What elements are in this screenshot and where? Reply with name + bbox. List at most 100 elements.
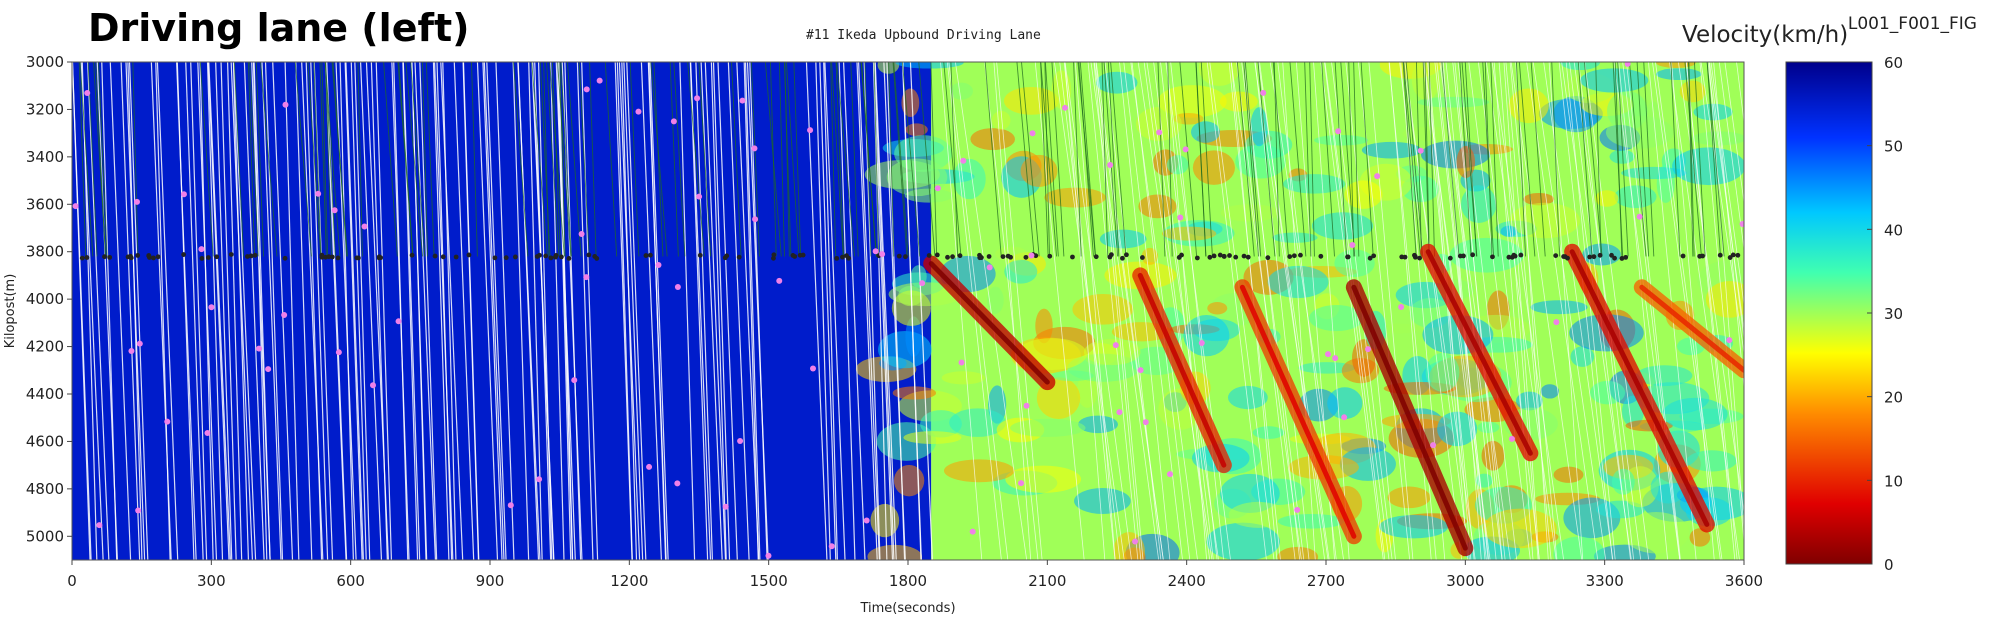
vehicle-trajectory bbox=[1457, 62, 1518, 560]
merging-trajectory bbox=[604, 62, 618, 257]
merging-trajectory bbox=[1484, 62, 1493, 257]
merging-trajectory bbox=[1040, 62, 1058, 257]
merge-point bbox=[1470, 252, 1476, 258]
y-tick-label: 3200 bbox=[26, 100, 64, 118]
merging-trajectory bbox=[836, 62, 856, 257]
plot-area bbox=[72, 62, 1744, 560]
vehicle-trajectory bbox=[824, 62, 846, 560]
merge-point bbox=[1735, 252, 1741, 258]
event-marker bbox=[1260, 89, 1267, 96]
merging-trajectory bbox=[785, 62, 800, 257]
velocity-patch bbox=[1078, 415, 1118, 434]
vehicle-trajectory bbox=[436, 62, 453, 560]
merge-point bbox=[1005, 253, 1011, 259]
vehicle-trajectory bbox=[87, 62, 110, 560]
merging-trajectory bbox=[1304, 62, 1312, 257]
merge-point bbox=[1318, 253, 1324, 259]
vehicle-trajectory bbox=[125, 62, 146, 560]
merge-point bbox=[926, 253, 932, 258]
event-marker bbox=[198, 246, 205, 253]
merge-point bbox=[79, 255, 85, 261]
merging-trajectory bbox=[669, 62, 679, 257]
event-marker bbox=[369, 382, 376, 389]
velocity-patch bbox=[1679, 80, 1706, 103]
velocity-patch bbox=[1595, 190, 1619, 207]
vehicle-trajectory bbox=[842, 62, 866, 560]
merge-point bbox=[771, 255, 776, 261]
vehicle-trajectory bbox=[1258, 62, 1330, 560]
vehicle-trajectory bbox=[1230, 62, 1302, 560]
velocity-patch bbox=[920, 410, 962, 438]
vehicle-trajectory bbox=[704, 62, 727, 560]
vehicle-trajectory bbox=[233, 62, 257, 560]
merge-point bbox=[771, 252, 777, 258]
vehicle-trajectory bbox=[1254, 62, 1329, 560]
velocity-patch bbox=[1135, 106, 1182, 142]
velocity-patch bbox=[1051, 370, 1094, 382]
vehicle-trajectory bbox=[411, 62, 428, 560]
velocity-patch bbox=[1553, 536, 1605, 560]
merge-point bbox=[1490, 254, 1495, 260]
vehicle-trajectory bbox=[717, 62, 738, 560]
event-marker bbox=[204, 430, 211, 437]
vehicle-trajectory bbox=[230, 62, 254, 560]
event-marker bbox=[879, 251, 886, 258]
event-marker bbox=[1624, 62, 1631, 67]
vehicle-trajectory bbox=[690, 62, 712, 560]
merge-point bbox=[1367, 255, 1373, 261]
merging-trajectory bbox=[307, 62, 322, 257]
vehicle-trajectory bbox=[886, 62, 906, 560]
vehicle-trajectory bbox=[1320, 62, 1384, 560]
merging-trajectory bbox=[1405, 62, 1424, 257]
merge-point bbox=[553, 252, 559, 258]
x-tick-label: 3600 bbox=[1725, 572, 1763, 590]
vehicle-trajectory bbox=[1053, 62, 1125, 560]
vehicle-trajectory bbox=[1146, 62, 1219, 560]
merge-point bbox=[1591, 254, 1597, 260]
velocity-patch bbox=[1417, 96, 1490, 108]
event-marker bbox=[1365, 346, 1372, 353]
x-tick-label: 2400 bbox=[1168, 572, 1206, 590]
merge-point bbox=[1402, 254, 1408, 260]
merging-trajectory bbox=[1617, 62, 1629, 257]
merging-trajectory bbox=[1402, 62, 1417, 257]
event-marker bbox=[739, 97, 746, 104]
vehicle-trajectory bbox=[1652, 62, 1721, 560]
merge-point bbox=[945, 254, 950, 260]
merge-point bbox=[453, 254, 459, 260]
event-marker bbox=[828, 543, 835, 550]
x-tick-label: 600 bbox=[336, 572, 365, 590]
merge-point bbox=[1265, 255, 1271, 261]
vehicle-trajectory bbox=[689, 62, 709, 560]
vehicle-trajectory bbox=[901, 62, 922, 560]
vehicle-trajectory bbox=[647, 62, 667, 560]
merging-trajectory bbox=[1273, 62, 1280, 257]
vehicle-trajectory bbox=[1445, 62, 1497, 560]
event-marker bbox=[255, 345, 262, 352]
merge-point bbox=[1000, 254, 1006, 260]
vehicle-trajectory bbox=[940, 62, 983, 560]
merge-point bbox=[643, 253, 649, 258]
vehicle-trajectory bbox=[517, 62, 540, 560]
vehicle-trajectory bbox=[819, 62, 837, 560]
vehicle-trajectory bbox=[1236, 62, 1296, 560]
velocity-patch bbox=[949, 408, 1006, 437]
merging-trajectory bbox=[383, 62, 398, 257]
y-tick-label: 3400 bbox=[26, 148, 64, 166]
velocity-patch bbox=[1425, 352, 1460, 392]
merging-trajectory bbox=[1107, 62, 1120, 257]
velocity-patch bbox=[1072, 294, 1134, 325]
merge-point bbox=[1108, 252, 1114, 258]
vehicle-trajectory bbox=[155, 62, 171, 560]
merging-trajectory bbox=[1577, 62, 1593, 257]
event-marker bbox=[1029, 130, 1036, 137]
velocity-patch bbox=[1003, 86, 1059, 115]
merging-trajectory bbox=[260, 62, 278, 257]
merging-trajectory bbox=[422, 62, 429, 257]
merge-point bbox=[1291, 253, 1297, 259]
merge-point bbox=[214, 254, 220, 260]
event-marker bbox=[958, 359, 965, 366]
y-tick-label: 5000 bbox=[26, 527, 64, 545]
merging-trajectory bbox=[199, 62, 214, 257]
vehicle-trajectory bbox=[176, 62, 197, 560]
